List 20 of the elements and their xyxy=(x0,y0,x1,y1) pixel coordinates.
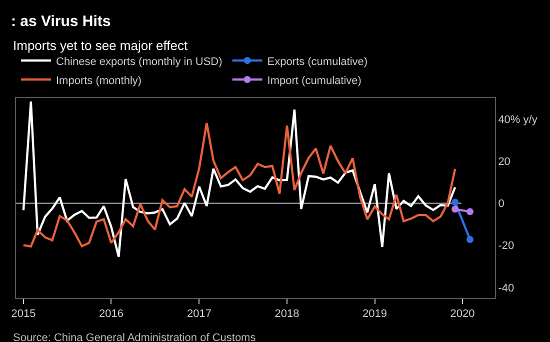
legend-label: Exports (cumulative) xyxy=(267,56,368,68)
legend-label: Import (cumulative) xyxy=(267,74,362,87)
y-tick-label: 0 xyxy=(498,198,504,210)
chart-subtitle: Imports yet to see major effect xyxy=(13,38,188,53)
legend-label: Chinese exports (monthly in USD) xyxy=(56,56,222,68)
x-tick-label: 2019 xyxy=(362,308,388,320)
x-tick-label: 2020 xyxy=(450,308,475,320)
line-series xyxy=(22,122,456,248)
y-tick-label: 40% y/y xyxy=(498,114,538,126)
x-tick-label: 2015 xyxy=(11,308,36,320)
x-tick-label: 2016 xyxy=(98,308,124,320)
y-tick-label: 20 xyxy=(498,156,510,168)
y-tick-label: -40 xyxy=(498,282,514,294)
x-tick-label: 2018 xyxy=(274,308,300,320)
y-tick-label: -20 xyxy=(498,240,514,252)
chart-title: : as Virus Hits xyxy=(11,12,111,30)
x-tick-label: 2017 xyxy=(186,308,212,320)
legend-label: Imports (monthly) xyxy=(56,74,142,87)
source-note: Source: China General Administration of Customs xyxy=(13,332,256,342)
line-series xyxy=(22,100,456,258)
